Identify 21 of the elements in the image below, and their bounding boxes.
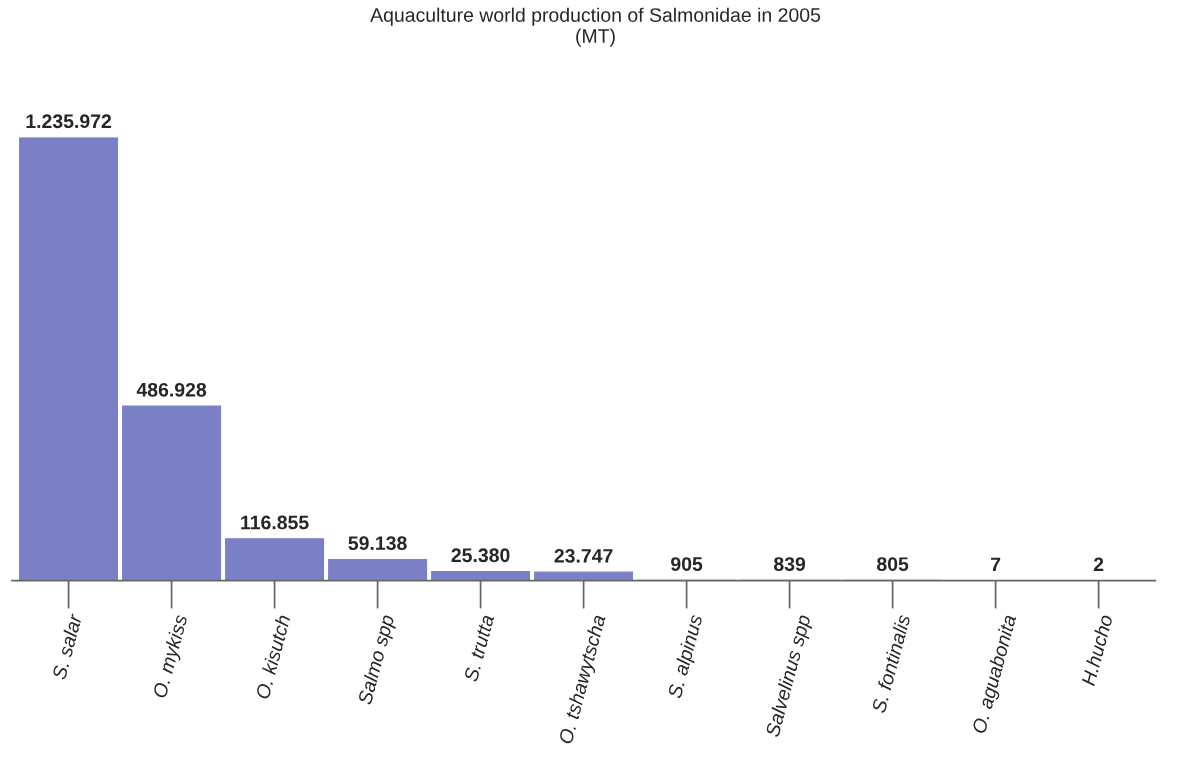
data-label: 905 [671,557,703,571]
x-tick-label: Salmo spp [357,613,399,707]
x-tick-label: S. fontinalis [870,613,911,714]
x-tick-label: S. salar [51,612,83,681]
data-label: 25.380 [451,548,510,563]
x-tick-label: H.hucho [1080,613,1113,687]
data-label: 23.747 [554,548,613,563]
chart-title: Aquaculture world production of Salmonidae in 2005 (MT) [370,7,821,47]
data-label: 7 [991,557,1001,572]
x-tick-label: Salvelinus spp [764,613,815,739]
data-label: 839 [774,557,806,571]
data-label: 116.855 [241,515,309,530]
x-tick-label: S. trutta [463,614,495,683]
data-label: 1.235.972 [26,114,112,129]
x-tick-label: O. mykiss [152,613,192,700]
data-label: 805 [877,557,909,571]
data-label: 2 [1093,557,1104,572]
x-tick-label: S. alpinus [666,613,707,700]
x-tick-label: O. kisutch [254,614,291,700]
data-label: 59.138 [348,536,407,551]
data-label: 486.928 [136,382,207,397]
